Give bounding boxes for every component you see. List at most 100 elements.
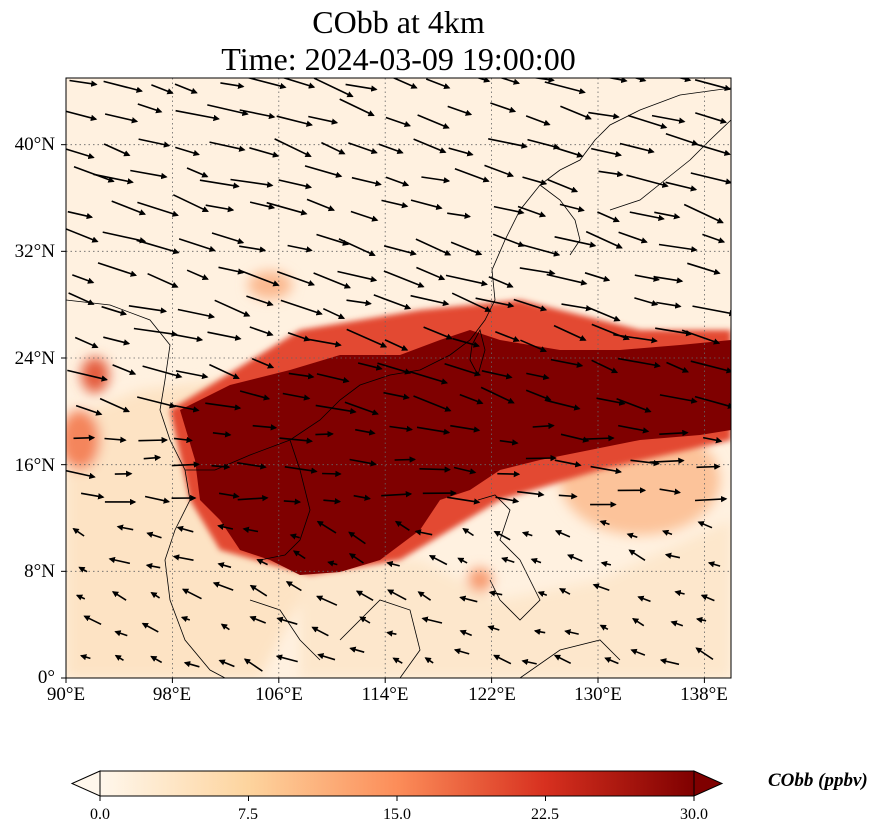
wind-arrow xyxy=(79,654,91,661)
wind-arrow xyxy=(104,436,127,443)
wind-arrow xyxy=(209,141,246,152)
wind-arrow xyxy=(585,230,623,249)
wind-arrow xyxy=(637,595,651,603)
wind-arrow xyxy=(348,531,366,545)
wind-arrow xyxy=(630,648,646,656)
wind-arrow xyxy=(533,628,546,635)
wind-arrow xyxy=(230,178,274,188)
wind-arrow xyxy=(521,658,537,666)
wind-arrow xyxy=(452,337,480,348)
wind-arrow xyxy=(345,83,378,92)
wind-arrow xyxy=(66,469,96,480)
wind-arrow xyxy=(525,389,552,401)
wind-arrow xyxy=(283,498,302,505)
wind-arrow xyxy=(517,205,547,218)
wind-arrow xyxy=(383,270,425,288)
wind-arrow xyxy=(392,657,403,664)
wind-arrow xyxy=(249,147,280,158)
wind-arrow xyxy=(72,274,95,284)
wind-arrow xyxy=(136,239,180,255)
wind-arrow xyxy=(323,497,342,505)
wind-arrow xyxy=(564,629,579,636)
wind-arrow xyxy=(553,324,587,341)
wind-arrow xyxy=(700,594,715,602)
wind-arrow xyxy=(280,299,323,316)
wind-arrow xyxy=(252,424,278,431)
wind-arrow xyxy=(111,591,127,601)
wind-arrow xyxy=(659,658,680,666)
wind-arrow xyxy=(349,458,377,467)
wind-arrow xyxy=(207,104,249,117)
lat-tick-label: 40°N xyxy=(14,134,55,155)
wind-arrow xyxy=(101,305,128,316)
wind-arrow xyxy=(517,490,545,498)
wind-arrow xyxy=(416,426,451,435)
wind-arrow xyxy=(692,305,731,317)
wind-arrow xyxy=(316,233,350,246)
wind-arrow xyxy=(659,429,689,437)
wind-arrow xyxy=(654,211,681,220)
wind-arrow xyxy=(588,111,620,120)
wind-arrow xyxy=(171,461,201,468)
map-timestamp: Time: 2024-03-09 19:00:00 xyxy=(221,41,576,77)
wind-vectors xyxy=(66,78,731,672)
wind-arrow xyxy=(386,560,400,568)
wind-arrow xyxy=(177,308,216,320)
wind-arrow xyxy=(337,270,378,283)
wind-arrow xyxy=(584,272,611,282)
wind-arrow xyxy=(212,581,234,591)
wind-arrow xyxy=(658,243,698,253)
concentration-field xyxy=(66,78,731,678)
wind-arrow xyxy=(448,147,474,157)
wind-arrow xyxy=(618,231,648,244)
wind-arrow xyxy=(322,470,342,478)
wind-arrow xyxy=(599,624,609,631)
colorbar-extend-low xyxy=(70,770,101,797)
wind-arrow xyxy=(617,357,661,369)
wind-arrow xyxy=(338,238,376,257)
wind-arrow xyxy=(207,331,242,341)
wind-arrow xyxy=(696,463,721,470)
wind-arrow xyxy=(413,138,447,154)
colorbar-tick-label: 30.0 xyxy=(680,806,708,823)
wind-arrow xyxy=(357,362,383,371)
wind-arrow xyxy=(381,491,413,498)
wind-arrow xyxy=(304,165,343,178)
wind-arrow xyxy=(450,241,483,256)
wind-arrow xyxy=(559,203,585,213)
wind-arrow xyxy=(239,390,271,401)
wind-arrow xyxy=(447,105,473,116)
wind-arrow xyxy=(694,495,728,503)
wind-arrow xyxy=(339,98,375,117)
wind-arrow xyxy=(450,424,481,433)
wind-arrow xyxy=(103,143,131,157)
wind-arrow xyxy=(103,336,131,346)
wind-arrow xyxy=(627,114,668,130)
wind-arrow xyxy=(480,386,515,404)
wind-arrow xyxy=(495,330,520,343)
wind-arrow xyxy=(695,143,731,156)
wind-arrow xyxy=(322,307,346,320)
gridlines xyxy=(66,78,731,678)
wind-arrow xyxy=(453,648,470,655)
wind-arrow xyxy=(141,622,159,633)
lon-tick-label: 130°E xyxy=(574,684,622,705)
wind-arrow xyxy=(417,114,450,129)
wind-arrow xyxy=(359,616,371,624)
wind-arrow xyxy=(626,174,669,188)
wind-arrow xyxy=(495,496,520,504)
wind-arrow xyxy=(346,299,372,307)
wind-arrow xyxy=(114,630,128,637)
wind-arrow xyxy=(66,110,98,121)
wind-arrow xyxy=(447,496,481,505)
wind-arrow xyxy=(285,581,302,592)
colorbar-title: CObb (ppbv) xyxy=(768,770,868,791)
wind-arrow xyxy=(694,395,731,409)
wind-arrow xyxy=(133,327,178,338)
wind-arrow xyxy=(634,297,659,307)
wind-arrow xyxy=(476,78,491,83)
wind-arrow xyxy=(151,84,174,95)
wind-arrow xyxy=(447,212,471,219)
wind-arrow xyxy=(387,589,407,601)
